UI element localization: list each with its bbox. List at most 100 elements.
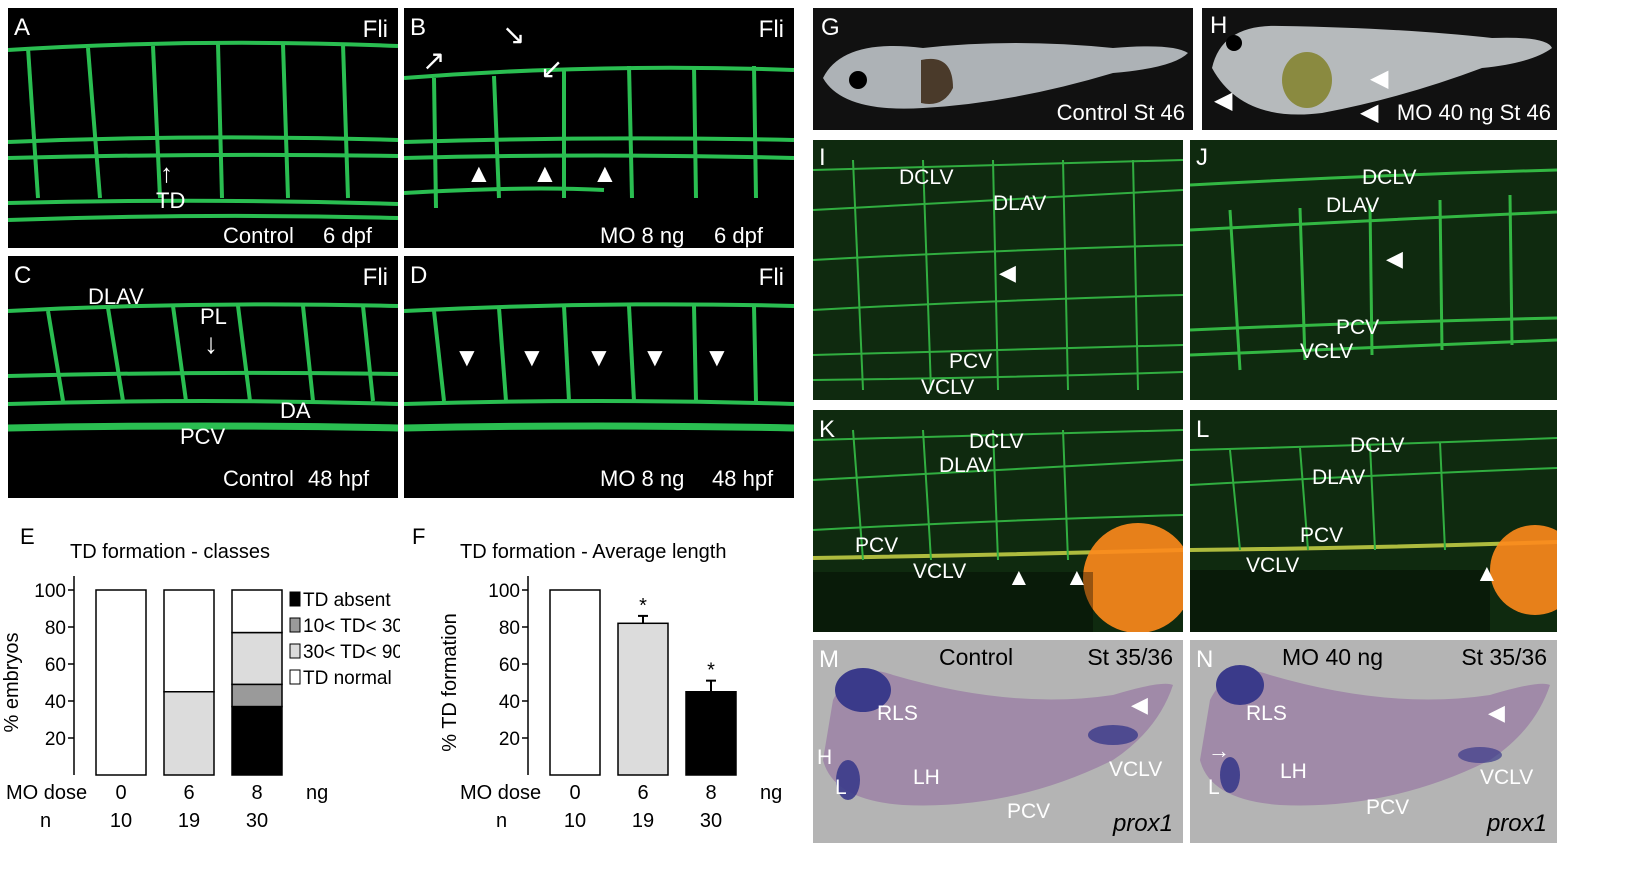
lh-label: LH xyxy=(1280,760,1307,783)
embryo-image-n xyxy=(1200,665,1550,806)
vclv-label: VCLV xyxy=(913,560,967,583)
arrowhead-icon: ◀ xyxy=(1370,65,1389,92)
legend-swatch xyxy=(289,617,301,633)
panel-m-insitu-control: M Control St 35/36 ◀ RLS H LH L PCV VCLV… xyxy=(813,640,1183,843)
bar xyxy=(685,691,737,776)
panel-letter: E xyxy=(20,524,35,549)
marker-label: Fli xyxy=(758,264,784,291)
condition-label: MO 8 ng xyxy=(600,223,685,248)
panel-letter-i: I xyxy=(819,144,826,171)
pcv-label: PCV xyxy=(855,534,899,557)
dclv-label: DCLV xyxy=(1362,166,1417,189)
vclv-label: VCLV xyxy=(1246,554,1300,577)
td-label: TD xyxy=(156,188,186,213)
panel-letter-j: J xyxy=(1196,144,1208,171)
l-label: L xyxy=(835,776,847,799)
legend-label: TD absent xyxy=(303,590,391,611)
vessel-image-l xyxy=(1190,437,1557,632)
arrow-icon: ↗ xyxy=(422,45,446,76)
gene-label: prox1 xyxy=(1112,810,1173,837)
arrowhead-icon: ◀ xyxy=(1131,692,1148,717)
stage-label: St 35/36 xyxy=(1461,644,1547,670)
vclv-label: VCLV xyxy=(1109,758,1163,781)
y-tick-label: 60 xyxy=(45,655,66,676)
pcv-label: PCV xyxy=(949,350,993,373)
marker-label: Fli xyxy=(362,264,388,291)
arrow-icon: → xyxy=(1208,738,1230,763)
arrow-down-icon: ↓ xyxy=(204,328,218,359)
panel-letter-n: N xyxy=(1196,646,1214,673)
embryo-image-m xyxy=(823,668,1173,806)
category-label: 0 xyxy=(115,782,126,804)
dlav-label: DLAV xyxy=(1312,466,1366,489)
dlav-label: DLAV xyxy=(1326,194,1380,217)
bar-segment xyxy=(231,589,283,634)
marker-label: Fli xyxy=(758,16,784,43)
panel-n-insitu-mo: N MO 40 ng St 35/36 ◀ RLS → LH L PCV VCL… xyxy=(1190,640,1557,843)
marker-label: Fli xyxy=(362,16,388,43)
bar xyxy=(549,589,601,776)
panel-letter-g: G xyxy=(821,14,840,41)
arrowhead-icon: ◀ xyxy=(1488,700,1505,725)
bar xyxy=(617,622,669,776)
da-label: DA xyxy=(280,398,311,423)
condition-label: MO 40 ng xyxy=(1282,644,1383,670)
y-tick-label: 60 xyxy=(499,655,520,676)
arrowhead-icon: ▲ xyxy=(532,158,558,188)
panel-letter-a: A xyxy=(14,14,31,41)
category-label: 8 xyxy=(705,782,716,804)
bar-segment xyxy=(163,589,215,693)
arrowhead-icon: ▲ xyxy=(592,158,618,188)
y-axis-label: % TD formation xyxy=(439,613,461,752)
panel-h-tadpole-mo: H ◀ ◀ ◀ MO 40 ng St 46 xyxy=(1202,8,1557,130)
pl-label: PL xyxy=(200,304,227,329)
panel-letter-l: L xyxy=(1196,416,1210,443)
dlav-label: DLAV xyxy=(939,454,993,477)
legend-swatch xyxy=(289,669,301,685)
tadpole-image-h xyxy=(1212,25,1552,115)
significance-mark: * xyxy=(639,595,647,617)
time-label: 48 hpf xyxy=(712,466,774,491)
panel-letter-k: K xyxy=(819,416,836,443)
rls-label: RLS xyxy=(1246,702,1287,725)
pcv-label: PCV xyxy=(1300,524,1344,547)
vessel-image-c xyxy=(8,302,398,432)
gene-label: prox1 xyxy=(1486,810,1547,837)
y-axis-label: % embryos xyxy=(1,632,23,732)
panel-letter-c: C xyxy=(14,262,32,289)
legend-label: 30< TD< 90% xyxy=(303,642,400,663)
y-tick-label: 80 xyxy=(499,618,520,639)
n-value: 30 xyxy=(246,810,268,832)
y-tick-label: 40 xyxy=(499,692,520,713)
category-label: 8 xyxy=(251,782,262,804)
y-tick-label: 100 xyxy=(488,581,520,602)
significance-mark: * xyxy=(707,660,715,682)
panel-b-fli-mo-6dpf: B Fli ↗ ↘ ↙ ▲ ▲ ▲ MO 8 ng 6 dpf xyxy=(404,8,794,248)
vessel-image-b xyxy=(404,65,794,248)
vclv-label: VCLV xyxy=(1480,766,1534,789)
dose-label: MO dose xyxy=(460,782,541,804)
unit-label: ng xyxy=(306,782,328,804)
arrowhead-icon: ▲ xyxy=(1065,564,1089,591)
bar-segment xyxy=(95,589,147,776)
category-label: 6 xyxy=(637,782,648,804)
lh-label: LH xyxy=(913,766,940,789)
h-label: H xyxy=(817,746,833,769)
condition-label: Control xyxy=(223,466,294,491)
condition-label: Control xyxy=(223,223,294,248)
dclv-label: DCLV xyxy=(899,166,954,189)
rls-label: RLS xyxy=(877,702,918,725)
time-label: 6 dpf xyxy=(323,223,372,248)
dclv-label: DCLV xyxy=(1350,434,1405,457)
n-value: 19 xyxy=(632,810,654,832)
arrowhead-icon: ▼ xyxy=(704,342,730,372)
arrow-icon: ↘ xyxy=(502,19,526,50)
arrowhead-icon: ▲ xyxy=(466,158,492,188)
vclv-label: VCLV xyxy=(1300,340,1354,363)
chart-f-svg: FTD formation - Average length2040608010… xyxy=(412,524,782,832)
bar-segment xyxy=(163,691,215,776)
bar-segment xyxy=(231,683,283,708)
category-label: 0 xyxy=(569,782,580,804)
arrowhead-icon: ◀ xyxy=(1386,246,1403,271)
